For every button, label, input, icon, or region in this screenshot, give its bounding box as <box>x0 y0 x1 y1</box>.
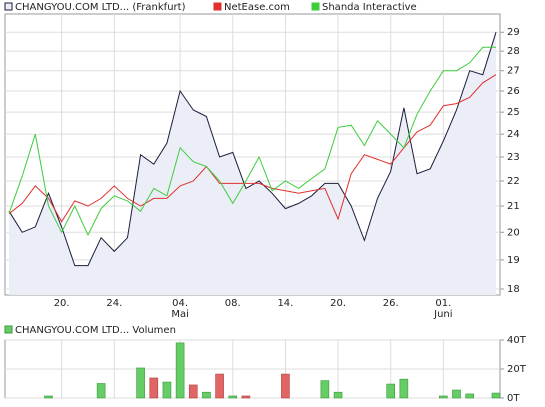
volume-bar <box>202 391 211 399</box>
y-tick-label: 20T <box>507 364 527 375</box>
y-tick-label: 29 <box>507 27 520 38</box>
volume-bar <box>241 395 251 399</box>
price-line <box>8 74 497 223</box>
y-tick-label: 20 <box>507 227 520 238</box>
legend-label: CHANGYOU.COM LTD... (Frankfurt) <box>15 2 186 13</box>
volume-bar <box>162 381 172 399</box>
volume-bar <box>491 392 501 399</box>
y-tick-label: 0T <box>507 393 520 404</box>
volume-bar <box>399 378 409 399</box>
x-tick-label: 14. <box>277 298 293 309</box>
legend-swatch <box>213 2 222 11</box>
volume-bar <box>333 391 343 399</box>
volume-bar <box>136 367 145 399</box>
volume-bar <box>465 393 474 399</box>
x-tick-label: 26. <box>383 298 399 309</box>
x-tick-label: 08. <box>225 298 241 309</box>
volume-bar <box>215 373 224 399</box>
y-tick-label: 22 <box>507 176 520 187</box>
volume-bar <box>228 395 238 399</box>
volume-bar <box>44 395 53 399</box>
volume-bar <box>439 395 448 399</box>
volume-bar <box>175 342 185 399</box>
legend-label: Shanda Interactive <box>322 2 417 13</box>
x-tick-label: 01. <box>435 298 451 309</box>
month-label: Mai <box>171 309 189 320</box>
month-label: Juni <box>433 309 452 320</box>
price-line <box>8 32 497 267</box>
x-tick-label: 04. <box>172 298 188 309</box>
volume-bar <box>96 383 106 399</box>
y-tick-label: 28 <box>507 46 520 57</box>
x-tick-label: 20. <box>330 298 346 309</box>
legend-swatch <box>311 2 320 11</box>
y-tick-label: 25 <box>507 107 520 118</box>
volume-bar <box>149 377 159 399</box>
x-tick-label: 24. <box>106 298 122 309</box>
x-tick-label: 20. <box>54 298 70 309</box>
volume-bar <box>386 383 396 399</box>
price-line <box>8 46 496 237</box>
legend-swatch <box>4 2 13 11</box>
volume-bar <box>320 380 330 399</box>
y-tick-label: 24 <box>507 129 520 140</box>
volume-bar <box>452 389 461 399</box>
y-tick-label: 27 <box>507 66 520 77</box>
y-tick-label: 40T <box>507 335 527 346</box>
legend-label: CHANGYOU.COM LTD... Volumen <box>15 325 176 336</box>
volume-bar <box>281 373 290 399</box>
y-tick-label: 23 <box>507 152 520 163</box>
y-tick-label: 18 <box>507 284 520 295</box>
volume-bar <box>188 384 198 399</box>
legend-label: NetEase.com <box>224 2 290 13</box>
y-tick-label: 19 <box>507 255 520 266</box>
legend-swatch <box>4 325 13 334</box>
y-tick-label: 21 <box>507 201 520 212</box>
y-tick-label: 26 <box>507 86 520 97</box>
area <box>9 32 496 295</box>
